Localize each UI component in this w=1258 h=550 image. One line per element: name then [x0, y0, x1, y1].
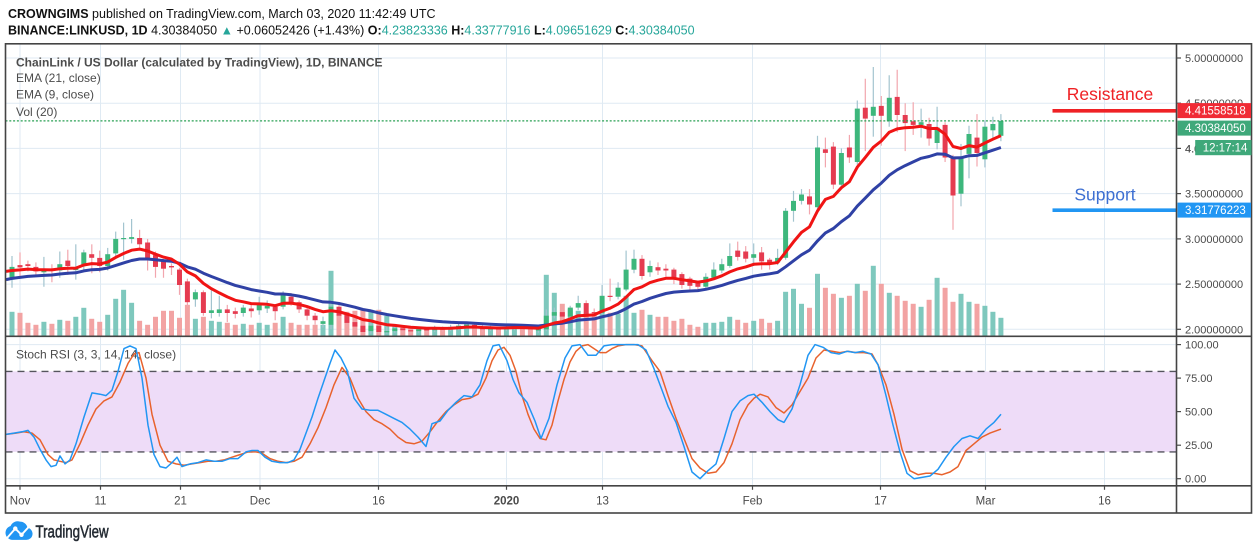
- svg-text:Dec: Dec: [250, 495, 271, 507]
- svg-text:4.30384050: 4.30384050: [1185, 123, 1246, 135]
- svg-text:50.00: 50.00: [1185, 407, 1213, 419]
- svg-text:EMA (9, close): EMA (9, close): [16, 87, 94, 101]
- svg-text:Stoch RSI (3, 3, 14, 14, close: Stoch RSI (3, 3, 14, 14, close): [16, 348, 176, 362]
- svg-text:2020: 2020: [494, 495, 520, 507]
- svg-text:75.00: 75.00: [1185, 373, 1213, 385]
- svg-text:0.00: 0.00: [1185, 474, 1206, 486]
- svg-text:Resistance: Resistance: [1067, 84, 1154, 104]
- svg-text:17: 17: [874, 495, 887, 507]
- svg-text:12:17:14: 12:17:14: [1203, 143, 1248, 155]
- svg-text:3.31776223: 3.31776223: [1185, 205, 1246, 217]
- svg-text:16: 16: [372, 495, 385, 507]
- svg-text:CROWNGIMS published on Trading: CROWNGIMS published on TradingView.com, …: [8, 7, 436, 21]
- svg-text:Feb: Feb: [743, 495, 763, 507]
- svg-text:3.00000000: 3.00000000: [1185, 234, 1243, 246]
- svg-text:11: 11: [95, 495, 107, 507]
- svg-text:Nov: Nov: [10, 495, 31, 507]
- svg-text:BINANCE:LINKUSD, 1D 4.3038405: BINANCE:LINKUSD, 1D 4.30384050 ▲ +0.0605…: [8, 24, 695, 38]
- svg-text:Mar: Mar: [976, 495, 996, 507]
- svg-text:2.00000000: 2.00000000: [1185, 324, 1243, 336]
- svg-text:25.00: 25.00: [1185, 440, 1213, 452]
- svg-text:16: 16: [1098, 495, 1111, 507]
- svg-text:100.00: 100.00: [1185, 340, 1219, 352]
- svg-text:EMA (21, close): EMA (21, close): [16, 71, 101, 85]
- svg-text:21: 21: [174, 495, 187, 507]
- svg-text:Support: Support: [1074, 185, 1135, 205]
- svg-text:13: 13: [596, 495, 609, 507]
- svg-text:4.41558518: 4.41558518: [1185, 106, 1246, 118]
- svg-text:2.50000000: 2.50000000: [1185, 279, 1243, 291]
- svg-text:5.00000000: 5.00000000: [1185, 53, 1243, 65]
- svg-text:Vol (20): Vol (20): [16, 105, 57, 119]
- svg-text:TradingView: TradingView: [36, 523, 110, 542]
- svg-text:ChainLink / US Dollar (calcula: ChainLink / US Dollar (calculated by Tra…: [16, 56, 383, 70]
- svg-text:3.50000000: 3.50000000: [1185, 189, 1243, 201]
